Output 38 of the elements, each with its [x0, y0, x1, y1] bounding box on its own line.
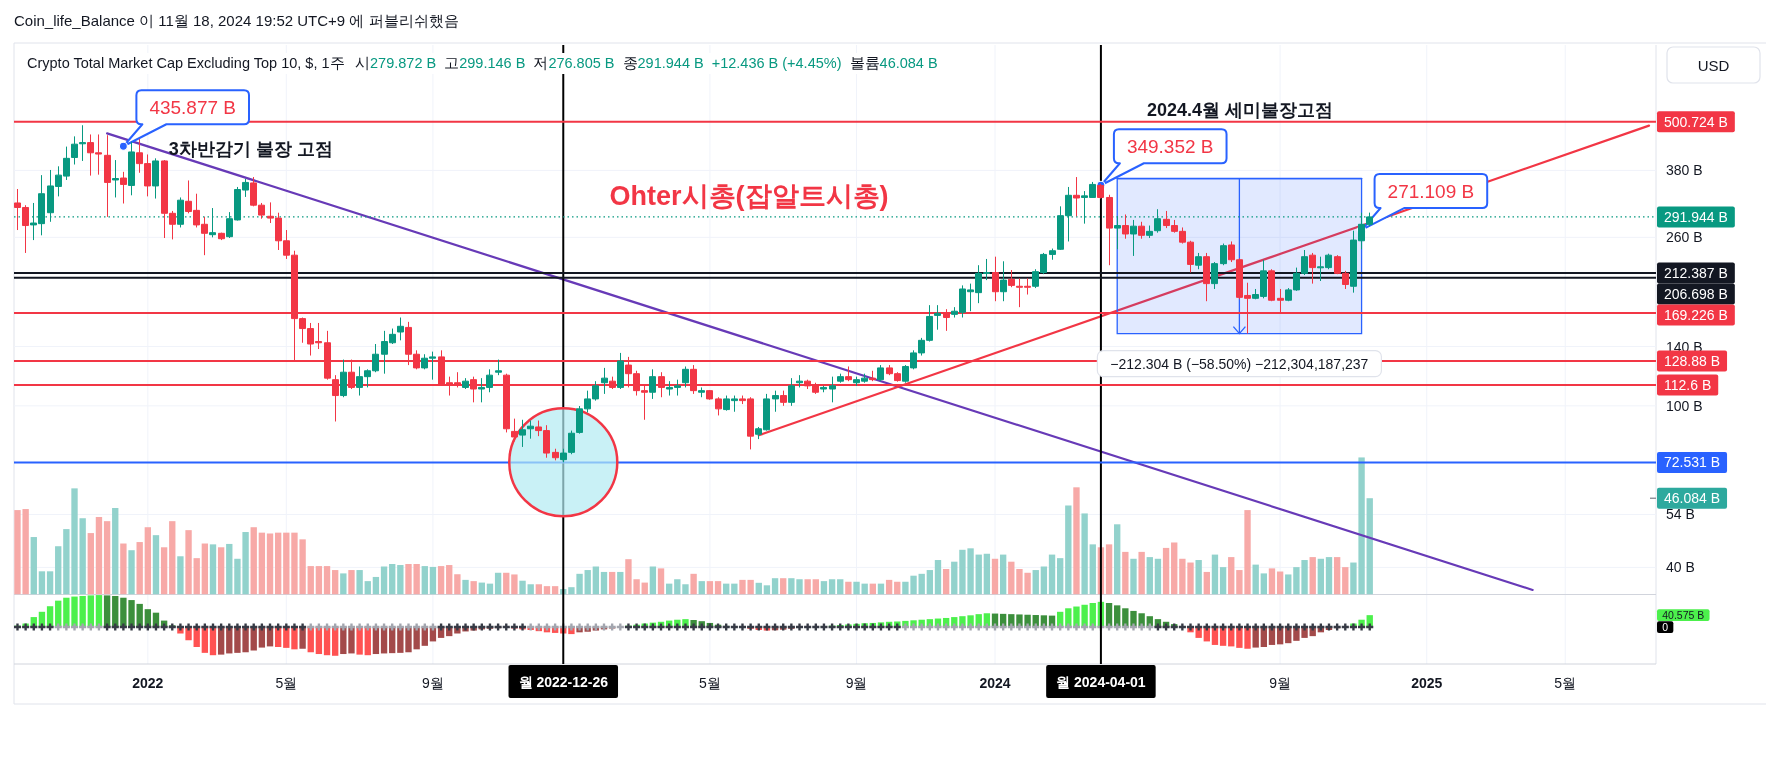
ref-line-label: 206.698 B [1664, 286, 1728, 303]
x-tick-label: 9월 [845, 675, 868, 691]
ref-line-label: 500.724 B [1664, 113, 1728, 130]
text: 시279.872 B 고299.146 B 저276.805 B 종291.944 B +12.436 B (+4.45%) 볼륨46.084 B [355, 55, 938, 71]
annotation: 435.877 B [149, 96, 237, 118]
text: Coin_life_Balance 이 11월 18, 2024 19:52 UTC+9 에 퍼블리쉬했음 [14, 11, 459, 29]
x-tick-label: 5월 [699, 675, 721, 691]
x-tick-label: 5월 [275, 675, 298, 691]
y-tick-label: 54 B [1666, 506, 1695, 523]
ref-line-label: 291.944 B [1664, 208, 1728, 225]
x-tick-label: 9월 [1269, 675, 1292, 691]
annotation: Ohter시총(잡알트시총) [609, 181, 889, 211]
x-tick-label: 2022 [132, 675, 164, 691]
x-tick-label: 9월 [422, 675, 444, 691]
ref-line-label: 128.88 B [1664, 353, 1721, 370]
y-tick-label: 40 B [1666, 559, 1695, 576]
ref-line-label: 월 2024-04-01 [1056, 674, 1146, 690]
annotation: 271.109 B [1387, 180, 1475, 202]
y-tick-label: 260 B [1666, 229, 1703, 246]
ref-line-label: 169.226 B [1664, 307, 1728, 324]
y-tick-label: 100 B [1666, 397, 1703, 414]
x-tick-label: 2025 [1411, 675, 1443, 691]
text: Crypto Total Market Cap Excluding Top 10, $, 1주 [27, 55, 345, 71]
annotation: 2024.4월 세미불장고점 [1147, 100, 1334, 120]
y-tick-label: 40.575 B [1662, 609, 1705, 622]
text: USD [1697, 56, 1730, 74]
annotation: −212.304 B (−58.50%) −212,304,187,237 [1110, 355, 1369, 372]
annotation: 349.352 B [1126, 135, 1214, 157]
ref-line-label: 212.387 B [1664, 265, 1728, 282]
y-tick-label: 380 B [1666, 162, 1703, 179]
y2-tick-label: 46.084 B [1664, 490, 1721, 507]
x-tick-label: 2024 [979, 675, 1011, 691]
annotation: 3차반감기 불장 고점 [168, 139, 333, 160]
ref-line-label: 112.6 B [1664, 376, 1712, 393]
x-tick-label: 5월 [1554, 675, 1577, 691]
ref-line-label: 72.531 B [1664, 454, 1721, 471]
y-tick-label: 0 [1662, 621, 1669, 634]
ref-line-label: 월 2022-12-26 [518, 674, 609, 690]
